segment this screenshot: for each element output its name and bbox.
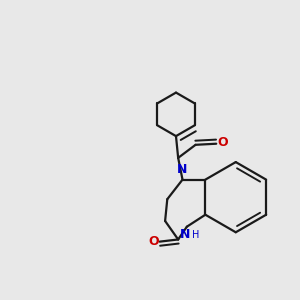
Text: N: N [177,164,188,176]
Text: O: O [217,136,228,148]
Text: N: N [180,228,190,241]
Text: H: H [192,230,200,241]
Text: O: O [149,235,159,248]
